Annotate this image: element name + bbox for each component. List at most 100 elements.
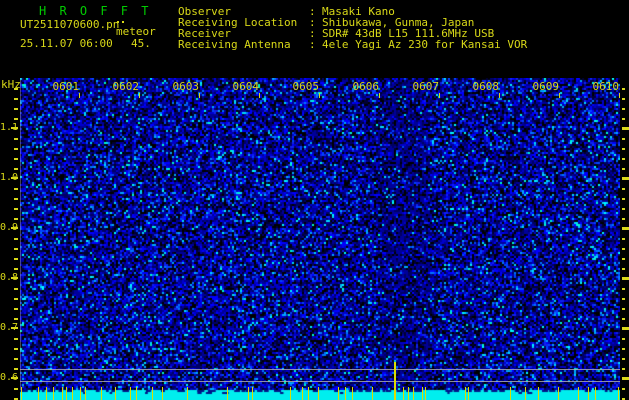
echo-marker (372, 387, 373, 400)
freq-major-tick-left (11, 327, 18, 329)
freq-minor-tick-right (622, 88, 625, 90)
freq-minor-tick-left (14, 308, 18, 310)
echo-marker (101, 387, 102, 400)
freq-minor-tick-right (622, 348, 625, 350)
echo-marker (468, 387, 469, 400)
time-tick-0604 (259, 93, 260, 98)
echo-marker (595, 387, 596, 400)
freq-minor-tick-left (14, 358, 18, 360)
freq-minor-tick-right (622, 118, 625, 120)
freq-minor-tick-right (622, 108, 625, 110)
freq-minor-tick-right (622, 158, 625, 160)
freq-label-0.6: 0.6 (0, 372, 19, 383)
time-tick-0606 (379, 93, 380, 98)
echo-marker (187, 387, 188, 400)
freq-minor-tick-right (622, 288, 625, 290)
freq-minor-tick-right (622, 198, 625, 200)
freq-minor-tick-right (622, 148, 625, 150)
echo-marker (85, 387, 86, 400)
freq-minor-tick-right (622, 188, 625, 190)
echo-marker (538, 387, 539, 400)
time-label-0608: 0608 (472, 80, 500, 93)
freq-minor-tick-right (622, 208, 625, 210)
freq-minor-tick-left (14, 258, 18, 260)
spectrogram-noise (20, 78, 620, 400)
echo-marker (302, 387, 303, 400)
time-tick-0603 (199, 93, 200, 98)
echo-marker (352, 387, 353, 400)
freq-major-tick-right (622, 227, 629, 230)
time-label-0610: 0610 (592, 80, 620, 93)
freq-label-0.7: 0.7 (0, 322, 19, 333)
field-label-antenna: Receiving Antenna (178, 38, 291, 51)
echo-marker (80, 387, 81, 400)
freq-minor-tick-left (14, 188, 18, 190)
freq-minor-tick-left (14, 298, 18, 300)
echo-marker (72, 387, 73, 400)
echo-marker (248, 387, 249, 400)
freq-minor-tick-left (14, 208, 18, 210)
time-tick-0602 (139, 93, 140, 98)
echo-marker (53, 387, 54, 400)
echo-marker (62, 387, 63, 400)
freq-major-tick-left (11, 277, 18, 279)
freq-major-tick-left (11, 227, 18, 229)
freq-label-1.1: 1.1 (0, 122, 19, 133)
freq-label-0.8: 0.8 (0, 272, 19, 283)
time-tick-0609 (559, 93, 560, 98)
echo-marker (136, 387, 137, 400)
echo-marker (345, 387, 346, 400)
freq-minor-tick-left (14, 388, 18, 390)
freq-minor-tick-left (14, 398, 18, 400)
echo-marker (425, 387, 426, 400)
filename-g-remnant (117, 21, 119, 23)
time-tick-0608 (499, 93, 500, 98)
field-colon: : (309, 38, 316, 51)
field-colon: : (309, 16, 316, 29)
freq-minor-tick-left (14, 98, 18, 100)
echo-marker (403, 387, 404, 400)
time-label-0604: 0604 (232, 80, 260, 93)
echo-marker (588, 387, 589, 400)
freq-major-tick-left (11, 177, 18, 179)
freq-minor-tick-right (622, 248, 625, 250)
time-tick-0610 (619, 93, 620, 98)
freq-major-tick-right (622, 127, 629, 130)
echo-marker (422, 387, 423, 400)
freq-minor-tick-left (14, 148, 18, 150)
observation-datetime: 25.11.07 06:00 (20, 37, 113, 50)
time-tick-0607 (439, 93, 440, 98)
freq-minor-tick-left (14, 348, 18, 350)
freq-minor-tick-right (622, 168, 625, 170)
freq-label-0.9: 0.9 (0, 222, 19, 233)
freq-label-1.0: 1.0 (0, 172, 19, 183)
freq-minor-tick-right (622, 218, 625, 220)
echo-marker (38, 387, 39, 400)
freq-major-tick-left (11, 127, 18, 129)
echo-marker (152, 387, 153, 400)
freq-minor-tick-right (622, 358, 625, 360)
freq-major-tick-left (11, 377, 18, 379)
echo-marker (21, 387, 22, 400)
freq-minor-tick-right (622, 238, 625, 240)
time-label-0606: 0606 (352, 80, 380, 93)
freq-minor-tick-left (14, 108, 18, 110)
freq-minor-tick-right (622, 308, 625, 310)
freq-minor-tick-right (622, 98, 625, 100)
field-colon: : (309, 5, 316, 18)
echo-marker (558, 387, 559, 400)
freq-minor-tick-left (14, 318, 18, 320)
echo-marker (413, 387, 414, 400)
time-label-0603: 0603 (172, 80, 200, 93)
freq-minor-tick-right (622, 138, 625, 140)
freq-minor-tick-left (14, 158, 18, 160)
freq-minor-tick-left (14, 88, 18, 90)
freq-minor-tick-right (622, 398, 625, 400)
freq-major-tick-right (622, 177, 629, 180)
carrier-grid-line-lower (20, 381, 620, 382)
time-label-0607: 0607 (412, 80, 440, 93)
echo-marker (252, 387, 253, 400)
freq-minor-tick-left (14, 368, 18, 370)
time-tick-0605 (319, 93, 320, 98)
